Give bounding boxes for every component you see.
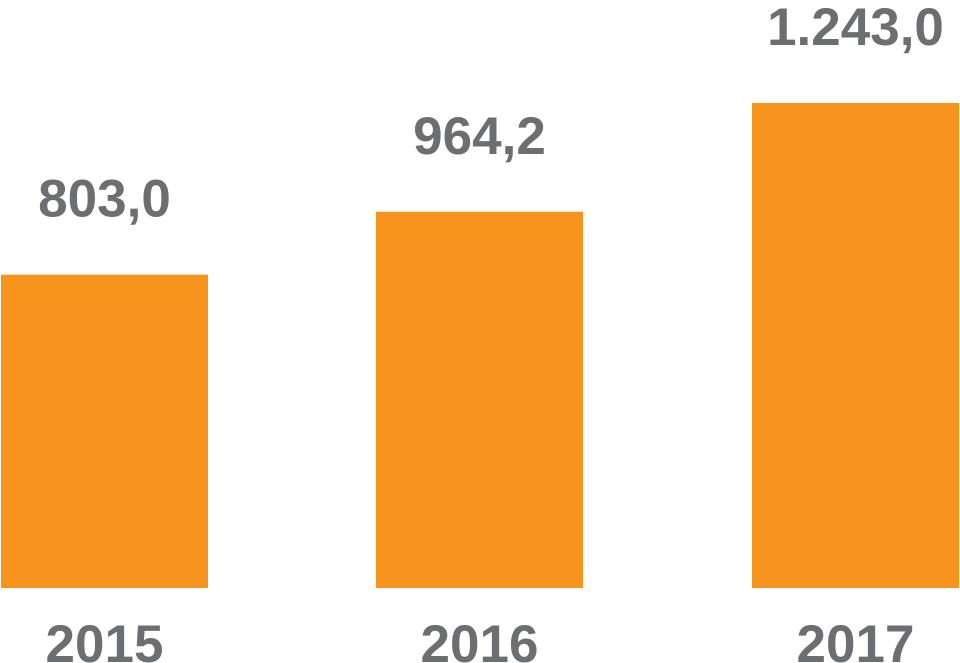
value-label-2015: 803,0	[38, 170, 171, 229]
value-label-2016: 964,2	[413, 107, 546, 166]
bar-2015	[1, 274, 208, 588]
bar-2017	[752, 103, 959, 588]
x-tick-label-2017: 2017	[797, 615, 915, 663]
value-labels-group: 803,0 964,2 1.243,0	[38, 0, 944, 229]
value-label-2017: 1.243,0	[767, 0, 944, 57]
x-tick-label-2016: 2016	[421, 615, 539, 663]
x-tick-labels-group: 2015 2016 2017	[46, 615, 915, 663]
bar-2016	[376, 211, 583, 589]
bars-group	[1, 103, 959, 589]
x-tick-label-2015: 2015	[46, 615, 164, 663]
